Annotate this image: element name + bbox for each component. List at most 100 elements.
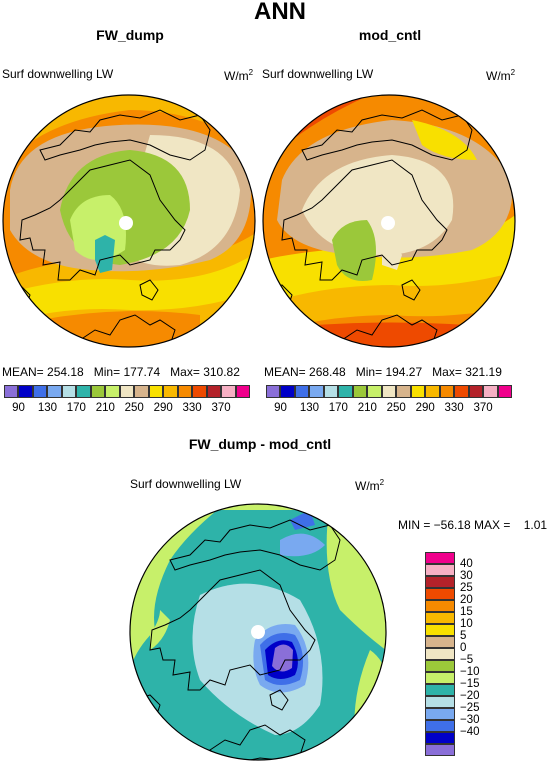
colorbar-tick-label: 40 [460,558,473,570]
panel2-stats: MEAN= 268.48 Min= 194.27 Max= 321.19 [264,365,502,379]
colorbar-swatch [338,385,353,398]
colorbar-tick-label: 30 [460,570,473,582]
colorbar-swatch [192,385,207,398]
panel-title-fw-dump: FW_dump [96,27,164,43]
colorbar-swatch [396,385,411,398]
colorbar-tick-label: −40 [460,726,480,738]
colorbar-swatch [294,385,310,398]
colorbar-swatch [177,385,193,398]
colorbar-tick-label: 90 [12,402,25,414]
colorbar-tick-label: 250 [386,402,406,414]
colorbar-swatch [309,385,324,398]
colorbar-swatch [425,385,440,398]
colorbar-swatch [134,385,149,398]
diff-unit-label: W/m2 [355,478,385,493]
panel1-colorbar-labels: 90 130 170 210 250 290 330 370 [4,402,250,418]
colorbar-tick-label: 210 [95,402,115,414]
colorbar-tick-label: −5 [460,654,474,666]
colorbar-swatch [148,385,164,398]
page-title: ANN [254,0,306,25]
colorbar-swatch [367,385,382,398]
colorbar-swatch [425,612,455,624]
panel2-colorbar [266,385,512,398]
colorbar-tick-label: 330 [182,402,202,414]
colorbar-swatch [381,385,397,398]
colorbar-swatch [425,624,455,636]
colorbar-tick-label: 370 [211,402,231,414]
colorbar-swatch [61,385,77,398]
colorbar-tick-label: −20 [460,690,480,702]
colorbar-tick-label: 290 [415,402,435,414]
diff-stats: MIN = −56.18 MAX = 1.01 [398,518,548,532]
colorbar-tick-label: 10 [460,618,473,630]
colorbar-swatch [76,385,91,398]
panel1-colorbar [4,385,250,398]
colorbar-tick-label: 5 [460,630,467,642]
colorbar-swatch [266,385,281,398]
colorbar-swatch [163,385,178,398]
panel2-variable-label: Surf downwelling LW [262,67,374,81]
colorbar-tick-label: 210 [357,402,377,414]
panel1-stats: MEAN= 254.18 Min= 177.74 Max= 310.82 [2,365,240,379]
colorbar-swatch [32,385,48,398]
colorbar-tick-label: 370 [473,402,493,414]
colorbar-swatch [352,385,368,398]
colorbar-tick-label: 330 [444,402,464,414]
colorbar-tick-label: 90 [274,402,287,414]
colorbar-swatch [425,564,455,576]
colorbar-swatch [425,672,455,684]
colorbar-swatch [221,385,236,398]
panel1-unit-label: W/m2 [224,68,254,83]
colorbar-tick-label: 130 [37,402,57,414]
colorbar-tick-label: 170 [328,402,348,414]
colorbar-swatch [425,552,455,564]
colorbar-swatch [323,385,339,398]
colorbar-swatch [425,588,455,600]
diff-panel-title: FW_dump - mod_cntl [188,436,332,452]
colorbar-swatch [425,696,455,708]
diff-colorbar [425,552,455,756]
colorbar-swatch [410,385,426,398]
panel2-unit-label: W/m2 [486,68,516,83]
colorbar-swatch [425,636,455,648]
colorbar-swatch [18,385,33,398]
diff-colorbar-labels: 40 30 25 20 15 10 5 0 −5 −10 −15 −20 −25 −30 −40 [460,552,500,756]
colorbar-swatch [425,576,455,588]
colorbar-swatch [497,385,512,398]
panel2-colorbar-labels: 90 130 170 210 250 290 330 370 [266,402,512,418]
colorbar-swatch [425,600,455,612]
colorbar-swatch [280,385,295,398]
colorbar-swatch [47,385,62,398]
colorbar-swatch [425,732,455,744]
colorbar-tick-label: 0 [460,642,467,654]
colorbar-swatch [90,385,106,398]
colorbar-swatch [425,648,455,660]
colorbar-tick-label: 290 [153,402,173,414]
diff-map [129,503,387,761]
colorbar-tick-label: −25 [460,702,480,714]
colorbar-swatch [235,385,250,398]
colorbar-swatch [425,660,455,672]
colorbar-tick-label: 170 [66,402,86,414]
colorbar-tick-label: −30 [460,714,480,726]
colorbar-tick-label: 20 [460,594,473,606]
colorbar-swatch [439,385,455,398]
colorbar-swatch [425,684,455,696]
diff-variable-label: Surf downwelling LW [130,477,242,491]
colorbar-tick-label: −10 [460,666,480,678]
colorbar-tick-label: 130 [299,402,319,414]
panel1-variable-label: Surf downwelling LW [2,67,114,81]
colorbar-tick-label: 25 [460,582,473,594]
colorbar-swatch [4,385,19,398]
colorbar-swatch [454,385,469,398]
colorbar-swatch [119,385,135,398]
panel2-map [262,94,516,348]
colorbar-swatch [425,708,455,720]
colorbar-swatch [105,385,120,398]
panel1-map [2,94,256,348]
panel-title-mod-cntl: mod_cntl [358,27,422,43]
colorbar-tick-label: −15 [460,677,480,690]
colorbar-swatch [425,744,455,756]
colorbar-swatch [468,385,484,398]
colorbar-tick-label: 250 [124,402,144,414]
